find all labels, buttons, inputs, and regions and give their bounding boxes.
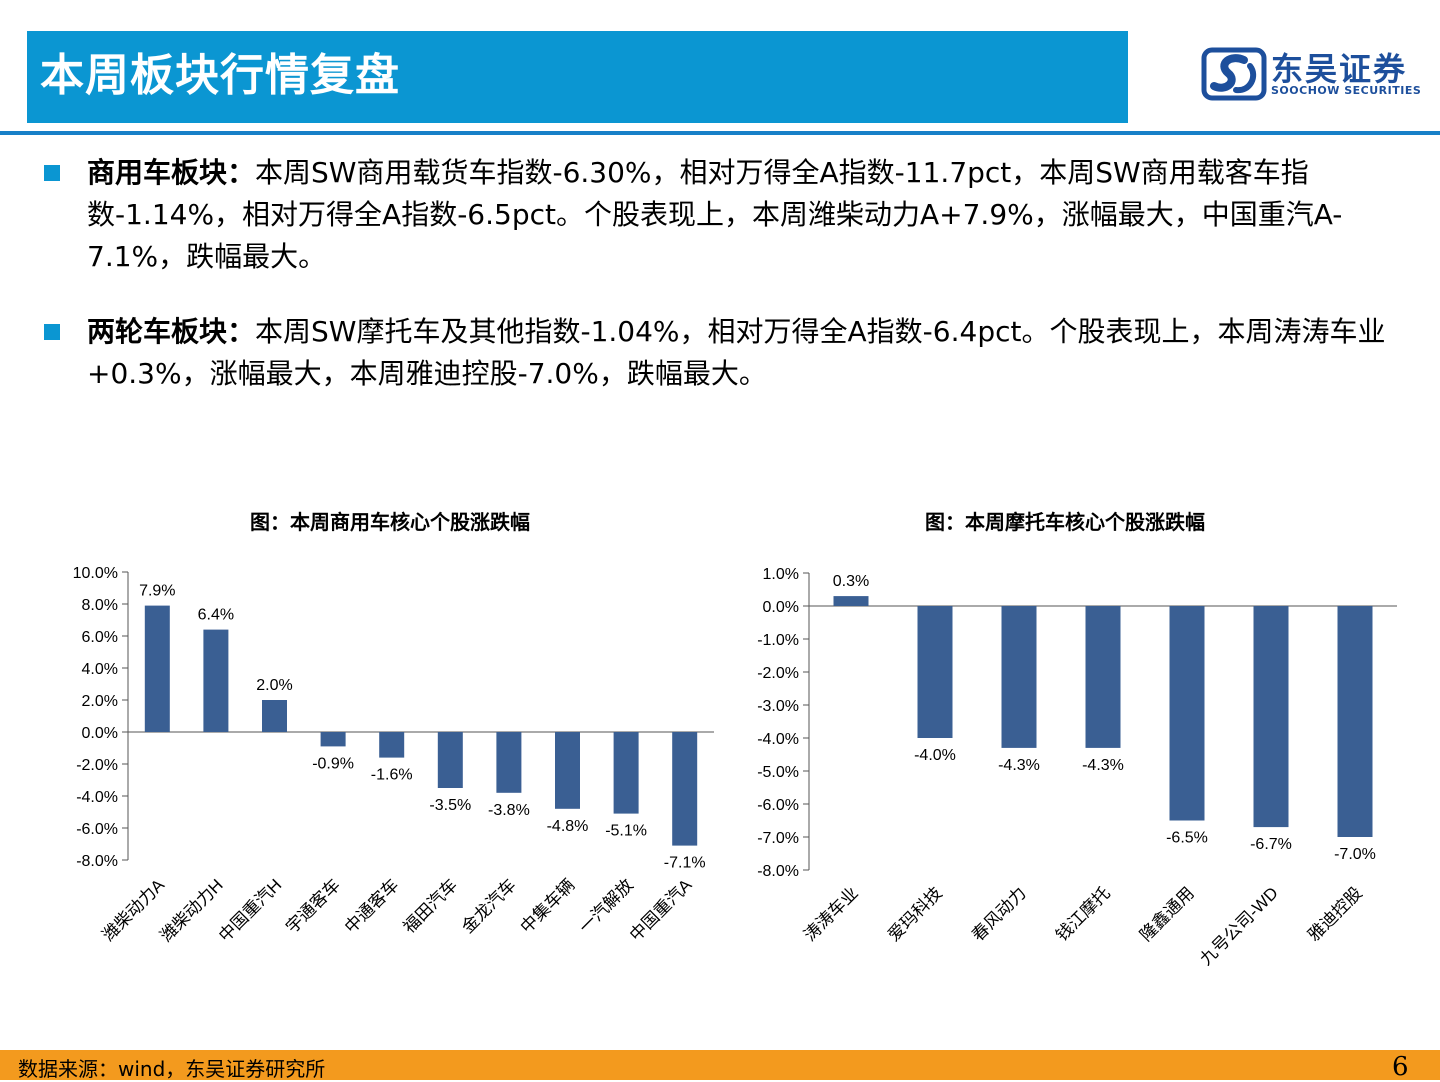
chart-title-commercial: 图：本周商用车核心个股涨跌幅 xyxy=(250,510,530,534)
y-tick-label: -6.0% xyxy=(76,821,118,838)
y-tick-label: -2.0% xyxy=(76,757,118,774)
data-label: -3.5% xyxy=(429,797,471,814)
chart-title-motorcycle: 图：本周摩托车核心个股涨跌幅 xyxy=(925,510,1205,534)
commercial-vehicle-bar-chart: 10.0% 8.0% 6.0% 4.0% 2.0% 0.0% -2.0% -4.0% -6.0%… xyxy=(73,565,714,946)
data-label: 7.9% xyxy=(139,583,175,600)
bar xyxy=(1253,606,1289,828)
bullet-two-wheelers: 两轮车板块：本周SW摩托车及其他指数-1.04%，相对万得全A指数-6.4pct… xyxy=(87,311,1417,395)
title-bar xyxy=(27,31,1128,123)
category-label: 中集车辆 xyxy=(517,875,579,937)
data-label: 6.4% xyxy=(198,607,234,624)
bar xyxy=(917,606,953,738)
y-tick-label: -7.0% xyxy=(757,830,799,847)
category-label: 九号公司-WD xyxy=(1196,883,1282,969)
bar xyxy=(379,732,405,758)
category-label: 中通客车 xyxy=(341,875,403,937)
data-label: -4.0% xyxy=(914,747,956,764)
logo-name-cn: 东吴证券 xyxy=(1271,50,1408,88)
bullet-label: 商用车板块： xyxy=(87,156,256,189)
category-label: 钱江摩托 xyxy=(1052,883,1114,945)
page-number: 6 xyxy=(1392,1052,1409,1082)
data-label: 0.3% xyxy=(833,573,869,590)
bar xyxy=(437,732,463,788)
y-tick-label: -8.0% xyxy=(757,863,799,880)
data-label: -1.6% xyxy=(371,767,413,784)
data-label: -4.3% xyxy=(998,757,1040,774)
bullet-commercial-vehicles: 商用车板块：本周SW商用载货车指数-6.30%，相对万得全A指数-11.7pct… xyxy=(87,152,1417,278)
bullet-label: 两轮车板块： xyxy=(87,315,256,348)
y-tick-label: 0.0% xyxy=(763,599,799,616)
category-label: 春风动力 xyxy=(968,883,1030,945)
bar xyxy=(833,596,869,606)
bar xyxy=(1085,606,1121,748)
bar xyxy=(555,732,580,809)
bar xyxy=(144,605,170,732)
category-label: 潍柴动力H xyxy=(157,875,227,945)
category-label: 福田汽车 xyxy=(400,875,462,937)
bar xyxy=(1001,606,1037,748)
bar xyxy=(262,700,287,732)
y-tick-label: -4.0% xyxy=(76,789,118,806)
y-tick-label: -6.0% xyxy=(757,797,799,814)
category-label: 涛涛车业 xyxy=(800,883,862,945)
y-tick-label: -2.0% xyxy=(757,665,799,682)
y-tick-label: 8.0% xyxy=(82,597,118,614)
category-label: 雅迪控股 xyxy=(1304,883,1366,945)
category-label: 一汽解放 xyxy=(575,875,637,937)
logo-name-en: SOOCHOW SECURITIES xyxy=(1271,84,1422,97)
data-label: -4.3% xyxy=(1082,757,1124,774)
y-tick-label: -5.0% xyxy=(757,764,799,781)
bar xyxy=(203,629,229,732)
data-label: 2.0% xyxy=(256,677,292,694)
category-label: 爱玛科技 xyxy=(884,883,946,945)
y-tick-label: -8.0% xyxy=(76,853,118,870)
data-label: -4.8% xyxy=(547,818,589,835)
y-tick-label: 10.0% xyxy=(73,565,118,582)
y-tick-label: 0.0% xyxy=(82,725,118,742)
y-tick-label: 1.0% xyxy=(763,566,799,583)
page-title: 本周板块行情复盘 xyxy=(40,50,400,101)
data-label: -6.7% xyxy=(1250,836,1292,853)
category-label: 中国重汽H xyxy=(215,875,285,945)
data-label: -3.8% xyxy=(488,802,530,819)
y-tick-label: 2.0% xyxy=(82,693,118,710)
data-label: -5.1% xyxy=(605,823,647,840)
y-tick-label: 4.0% xyxy=(82,661,118,678)
category-label: 金龙汽车 xyxy=(458,875,520,937)
y-tick-label: -4.0% xyxy=(757,731,799,748)
y-tick-label: 6.0% xyxy=(82,629,118,646)
bar xyxy=(1169,606,1205,821)
y-tick-label: -3.0% xyxy=(757,698,799,715)
data-source: 数据来源：wind，东吴证券研究所 xyxy=(18,1057,326,1081)
y-tick-label: -1.0% xyxy=(757,632,799,649)
company-logo-icon xyxy=(1201,47,1267,101)
data-label: -0.9% xyxy=(312,755,354,772)
data-label: -7.1% xyxy=(664,855,706,872)
bullet-text: 本周SW商用载货车指数-6.30%，相对万得全A指数-11.7pct，本周SW商… xyxy=(87,156,1343,273)
category-label: 宇通客车 xyxy=(282,875,344,937)
bar xyxy=(672,732,698,846)
bar xyxy=(496,732,522,793)
data-label: -7.0% xyxy=(1334,846,1376,863)
bar xyxy=(1337,606,1373,837)
bar xyxy=(613,732,639,814)
category-label: 隆鑫通用 xyxy=(1136,883,1198,945)
bullet-marker-icon xyxy=(44,324,60,340)
bar xyxy=(320,732,346,747)
footer-bar xyxy=(0,1050,1440,1080)
bullet-text: 本周SW摩托车及其他指数-1.04%，相对万得全A指数-6.4pct。个股表现上… xyxy=(87,315,1386,390)
category-label: 中国重汽A xyxy=(626,875,696,945)
bullet-marker-icon xyxy=(44,165,60,181)
data-label: -6.5% xyxy=(1166,830,1208,847)
motorcycle-bar-chart: 1.0% 0.0% -1.0% -2.0% -3.0% -4.0% -5.0% -6.0% -7… xyxy=(757,566,1397,969)
header-divider xyxy=(0,131,1440,135)
